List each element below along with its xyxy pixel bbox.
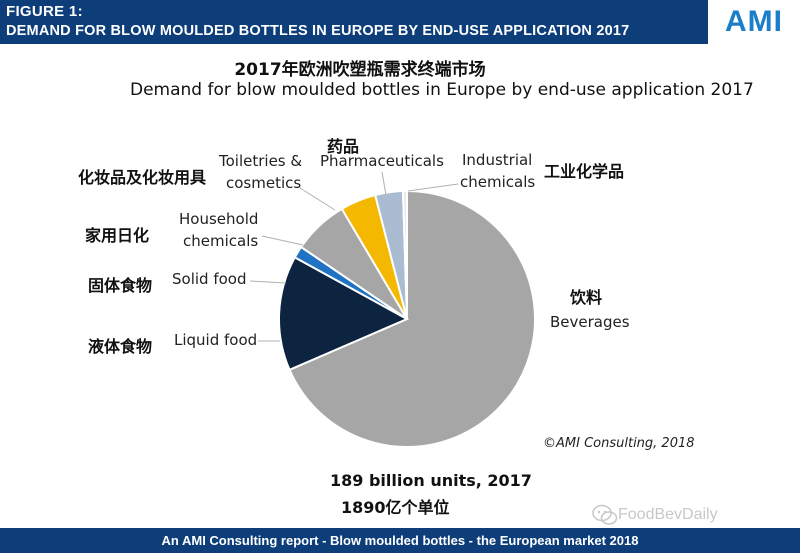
watermark: FoodBevDaily xyxy=(618,506,718,523)
total-units-cn: 1890亿个单位 xyxy=(341,498,450,517)
footer-caption: An AMI Consulting report - Blow moulded … xyxy=(0,528,800,553)
leader-line-solid-food xyxy=(249,280,287,284)
leader-line-toiletries xyxy=(299,187,336,211)
total-units: 189 billion units, 2017 xyxy=(330,471,532,490)
label-cn-toiletries: 化妆品及化妆用具 xyxy=(78,168,207,187)
label-toiletries-1: Toiletries & xyxy=(219,152,303,170)
label-cn-solid-food: 固体食物 xyxy=(88,276,153,295)
pie-slice-beverages xyxy=(288,189,536,448)
chart-title-cn: 2017年欧洲吹塑瓶需求终端市场 xyxy=(234,60,486,80)
label-industrial-2: chemicals xyxy=(460,173,536,191)
leader-line-household xyxy=(261,235,304,246)
ami-logo: AMI xyxy=(708,0,800,44)
figure-header: FIGURE 1: DEMAND FOR BLOW MOULDED BOTTLE… xyxy=(0,0,708,44)
label-beverages: Beverages xyxy=(550,313,630,331)
pie-slice-industrial-chemicals xyxy=(401,189,408,320)
label-pharmaceuticals: Pharmaceuticals xyxy=(320,152,444,170)
label-industrial-1: Industrial xyxy=(462,151,533,169)
leader-line-pharmaceuticals xyxy=(381,171,387,196)
label-cn-household: 家用日化 xyxy=(85,226,150,245)
label-household-2: chemicals xyxy=(183,232,259,250)
label-cn-pharmaceuticals: 药品 xyxy=(327,137,360,156)
copyright-note: ©AMI Consulting, 2018 xyxy=(543,436,695,451)
wechat-icon xyxy=(592,504,618,525)
label-cn-liquid-food: 液体食物 xyxy=(88,337,153,356)
label-household-1: Household xyxy=(179,210,259,228)
label-toiletries-2: cosmetics xyxy=(226,174,302,192)
figure-number: FIGURE 1: xyxy=(6,3,83,20)
figure-title: DEMAND FOR BLOW MOULDED BOTTLES IN EUROP… xyxy=(6,23,630,39)
label-cn-beverages: 饮料 xyxy=(570,288,603,307)
label-cn-industrial: 工业化学品 xyxy=(544,162,625,181)
pie-slice-liquid-food xyxy=(278,255,410,372)
label-solid-food: Solid food xyxy=(172,270,247,288)
label-liquid-food: Liquid food xyxy=(174,331,258,349)
leader-line-industrial xyxy=(407,183,459,192)
